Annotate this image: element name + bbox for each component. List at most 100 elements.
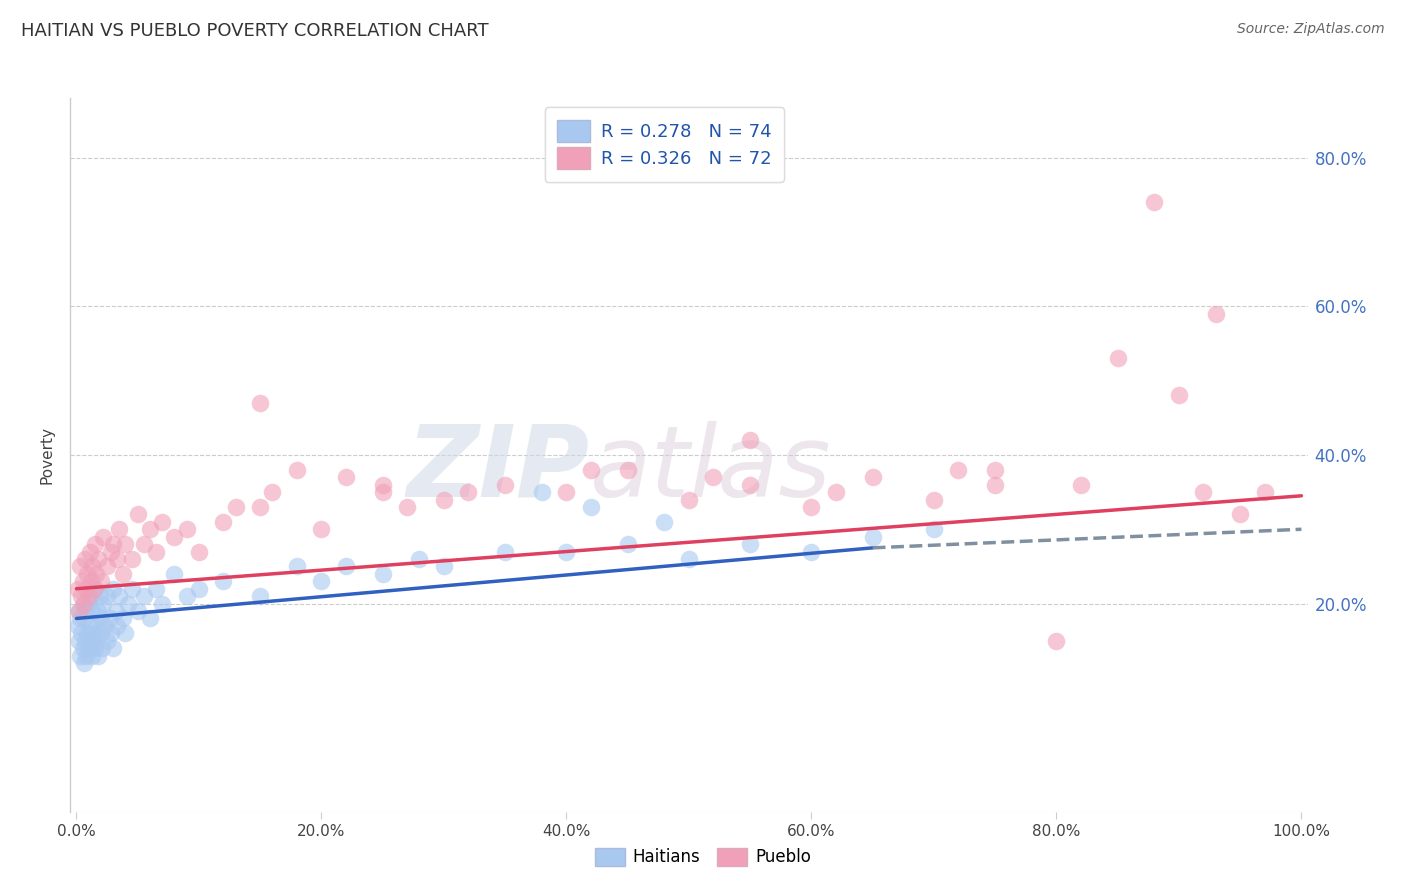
Point — [111, 611, 134, 625]
Y-axis label: Poverty: Poverty — [39, 425, 55, 484]
Point — [117, 597, 139, 611]
Point — [108, 522, 131, 536]
Point — [262, 485, 284, 500]
Point — [1070, 477, 1092, 491]
Point — [579, 463, 602, 477]
Point — [76, 566, 98, 581]
Point — [73, 633, 96, 648]
Point — [93, 619, 115, 633]
Point — [1168, 388, 1191, 402]
Point — [457, 485, 479, 500]
Point — [82, 559, 104, 574]
Point — [82, 604, 104, 618]
Point — [67, 633, 90, 648]
Point — [80, 574, 103, 589]
Point — [862, 470, 884, 484]
Point — [114, 626, 136, 640]
Point — [75, 604, 97, 618]
Point — [67, 604, 90, 618]
Point — [72, 597, 94, 611]
Point — [108, 589, 131, 603]
Point — [87, 552, 110, 566]
Point — [616, 537, 638, 551]
Point — [100, 544, 122, 558]
Point — [433, 492, 456, 507]
Point — [72, 641, 94, 656]
Text: HAITIAN VS PUEBLO POVERTY CORRELATION CHART: HAITIAN VS PUEBLO POVERTY CORRELATION CH… — [21, 22, 489, 40]
Point — [139, 611, 162, 625]
Point — [86, 633, 108, 648]
Point — [249, 589, 271, 603]
Point — [87, 604, 110, 618]
Point — [79, 619, 101, 633]
Point — [616, 463, 638, 477]
Point — [371, 566, 394, 581]
Point — [73, 656, 96, 670]
Point — [83, 537, 105, 551]
Point — [83, 582, 105, 596]
Point — [1229, 508, 1251, 522]
Point — [371, 485, 394, 500]
Point — [69, 648, 91, 663]
Point — [96, 559, 118, 574]
Point — [740, 537, 762, 551]
Point — [127, 604, 149, 618]
Point — [285, 559, 308, 574]
Point — [83, 626, 105, 640]
Point — [984, 463, 1007, 477]
Point — [73, 597, 96, 611]
Point — [82, 648, 104, 663]
Point — [69, 559, 91, 574]
Point — [1143, 195, 1166, 210]
Point — [150, 597, 173, 611]
Point — [83, 582, 105, 596]
Point — [114, 537, 136, 551]
Point — [530, 485, 553, 500]
Point — [76, 626, 98, 640]
Point — [825, 485, 848, 500]
Point — [740, 433, 762, 447]
Point — [105, 619, 128, 633]
Point — [73, 552, 96, 566]
Point — [948, 463, 970, 477]
Point — [90, 626, 112, 640]
Point — [96, 633, 118, 648]
Text: atlas: atlas — [591, 421, 831, 517]
Point — [66, 582, 89, 596]
Point — [494, 477, 516, 491]
Point — [922, 492, 945, 507]
Point — [105, 552, 128, 566]
Point — [145, 582, 167, 596]
Point — [139, 522, 162, 536]
Legend: Haitians, Pueblo: Haitians, Pueblo — [586, 839, 820, 875]
Point — [702, 470, 724, 484]
Point — [127, 508, 149, 522]
Point — [311, 522, 333, 536]
Point — [79, 544, 101, 558]
Point — [93, 530, 115, 544]
Point — [100, 626, 122, 640]
Point — [212, 574, 235, 589]
Point — [408, 552, 430, 566]
Point — [84, 619, 107, 633]
Point — [1254, 485, 1277, 500]
Point — [176, 522, 198, 536]
Point — [335, 470, 357, 484]
Point — [77, 597, 100, 611]
Point — [800, 500, 823, 514]
Point — [145, 544, 167, 558]
Point — [335, 559, 357, 574]
Legend: R = 0.278   N = 74, R = 0.326   N = 72: R = 0.278 N = 74, R = 0.326 N = 72 — [544, 107, 783, 182]
Point — [225, 500, 247, 514]
Point — [87, 648, 110, 663]
Point — [922, 522, 945, 536]
Point — [311, 574, 333, 589]
Point — [98, 611, 121, 625]
Point — [249, 500, 271, 514]
Point — [75, 582, 97, 596]
Point — [132, 537, 155, 551]
Point — [150, 515, 173, 529]
Point — [579, 500, 602, 514]
Text: Source: ZipAtlas.com: Source: ZipAtlas.com — [1237, 22, 1385, 37]
Point — [89, 589, 111, 603]
